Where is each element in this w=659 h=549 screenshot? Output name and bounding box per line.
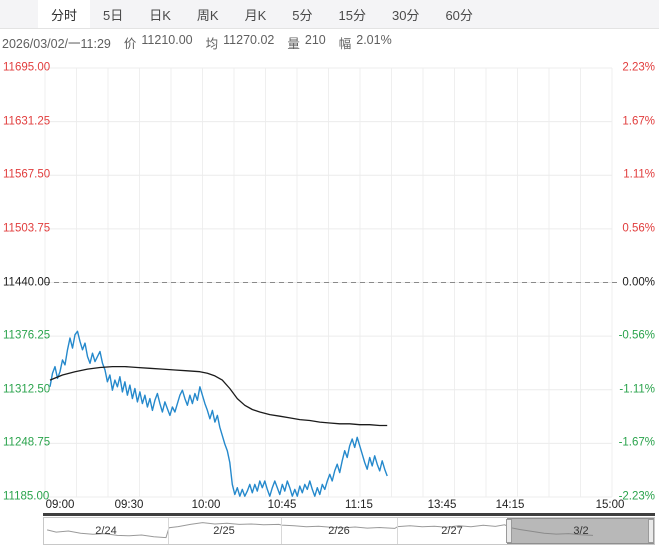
navigator-left-handle[interactable] bbox=[506, 519, 512, 543]
x-axis-label: 15:00 bbox=[595, 499, 625, 511]
x-axis-label: 14:15 bbox=[495, 499, 525, 511]
nav-day-2-26[interactable]: 2/26 bbox=[328, 525, 350, 537]
date-navigator: 2/24 2/25 2/26 2/27 3/2 bbox=[43, 517, 655, 545]
tab-daily-k[interactable]: 日K bbox=[149, 7, 171, 23]
quote-average-value: 11270.02 bbox=[223, 32, 275, 47]
quote-volume-label: 量 bbox=[287, 36, 300, 51]
quote-amplitude: 幅 2.01% bbox=[339, 33, 392, 52]
navigator-divider bbox=[397, 518, 398, 544]
quote-price-value: 11210.00 bbox=[141, 32, 193, 47]
tab-5min[interactable]: 5分 bbox=[292, 7, 313, 23]
quote-amplitude-label: 幅 bbox=[338, 36, 352, 51]
y-axis-label-right: 1.67% bbox=[622, 114, 655, 127]
tab-15min[interactable]: 15分 bbox=[338, 7, 366, 23]
quote-amplitude-value: 2.01% bbox=[356, 32, 392, 47]
x-axis-label: 09:30 bbox=[114, 499, 144, 511]
tab-weekly-k[interactable]: 周K bbox=[196, 7, 219, 23]
y-axis-label-left: 11695.00 bbox=[3, 61, 51, 74]
y-axis-label-left: 11248.75 bbox=[3, 436, 51, 449]
y-axis-label-left: 11185.00 bbox=[3, 490, 50, 503]
y-axis-label-left: 11503.75 bbox=[3, 222, 51, 235]
y-axis-label-left: 11440.00 bbox=[3, 275, 51, 288]
period-tab-bar: 分时 5日 日K 周K 月K 5分 15分 30分 60分 bbox=[0, 0, 659, 29]
tab-60min[interactable]: 60分 bbox=[445, 7, 473, 23]
y-axis-label-right: 0.56% bbox=[622, 222, 655, 235]
x-axis-label: 10:00 bbox=[191, 499, 221, 511]
nav-day-2-25[interactable]: 2/25 bbox=[213, 525, 235, 537]
quote-price: 价 11210.00 bbox=[124, 33, 193, 52]
y-axis-label-right: 0.00% bbox=[622, 275, 655, 288]
y-axis-label-right: 1.11% bbox=[623, 168, 655, 181]
tab-monthly-k[interactable]: 月K bbox=[244, 7, 267, 23]
x-axis-label: 09:00 bbox=[45, 499, 75, 511]
x-axis-baseline bbox=[43, 513, 655, 516]
x-axis-label: 10:45 bbox=[267, 499, 297, 511]
y-axis-label-right: -0.56% bbox=[618, 329, 655, 342]
quote-bar: 2026/03/02/一11:29 价 11210.00 均 11270.02 量 210… bbox=[0, 29, 659, 55]
nav-day-2-27[interactable]: 2/27 bbox=[441, 525, 463, 537]
nav-day-2-24[interactable]: 2/24 bbox=[95, 525, 117, 537]
plot-area[interactable] bbox=[45, 62, 612, 497]
y-axis-label-left: 11312.50 bbox=[3, 383, 51, 395]
y-axis-label-left: 11631.25 bbox=[3, 114, 51, 127]
y-axis-label-right: -2.23% bbox=[618, 490, 655, 503]
quote-average: 均 11270.02 bbox=[206, 33, 275, 52]
navigator-divider bbox=[281, 518, 282, 544]
y-axis-label-right: -1.67% bbox=[618, 436, 655, 449]
tab-5day[interactable]: 5日 bbox=[103, 7, 124, 23]
y-axis-label-left: 11567.50 bbox=[3, 168, 51, 181]
tab-30min[interactable]: 30分 bbox=[391, 7, 420, 23]
y-axis-label-right: 2.23% bbox=[622, 61, 655, 74]
quote-price-label: 价 bbox=[123, 36, 137, 51]
x-axis-label: 11:15 bbox=[345, 499, 373, 511]
navigator-right-handle[interactable] bbox=[648, 519, 654, 543]
quote-volume-value: 210 bbox=[304, 32, 326, 47]
x-axis-label: 13:45 bbox=[427, 499, 457, 511]
navigator-divider bbox=[168, 518, 169, 544]
nav-day-3-2[interactable]: 3/2 bbox=[573, 525, 589, 537]
quote-average-label: 均 bbox=[205, 36, 219, 51]
y-axis-label-right: -1.11% bbox=[619, 383, 655, 395]
tab-intraday[interactable]: 分时 bbox=[38, 0, 91, 28]
y-axis-label-left: 11376.25 bbox=[3, 329, 51, 342]
quote-datetime: 2026/03/02/一11:29 bbox=[2, 36, 111, 51]
quote-volume: 量 210 bbox=[287, 33, 325, 52]
